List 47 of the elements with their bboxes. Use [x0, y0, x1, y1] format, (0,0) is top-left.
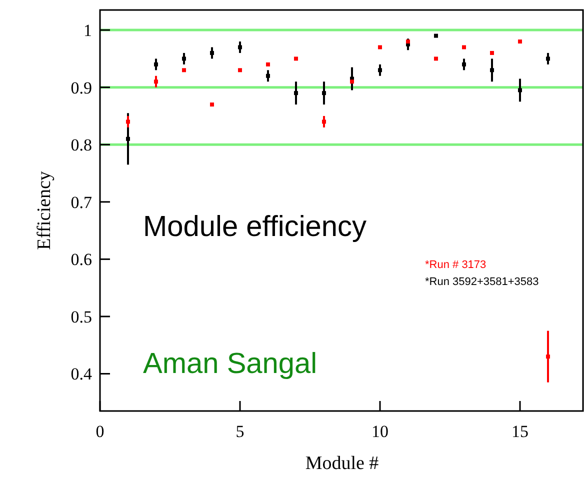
x-axis-title: Module #	[305, 453, 380, 474]
point	[238, 45, 242, 50]
point	[378, 45, 382, 50]
annotation: Aman Sangal	[143, 348, 318, 380]
point	[434, 56, 438, 61]
point	[490, 68, 494, 72]
point	[182, 56, 186, 61]
point	[126, 120, 130, 124]
y-tick-label: 0.8	[70, 136, 92, 155]
point	[462, 45, 466, 50]
point	[378, 68, 382, 72]
y-tick-label: 0.7	[70, 192, 92, 212]
point	[266, 62, 270, 66]
point	[518, 40, 522, 44]
point	[462, 62, 466, 66]
point	[266, 74, 270, 78]
y-tick-label: 0.6	[70, 250, 92, 270]
y-tick-label: 0.5	[70, 307, 92, 326]
y-tick-label: 0.4	[70, 364, 92, 384]
point	[518, 88, 522, 92]
point	[546, 56, 550, 61]
point	[546, 354, 550, 359]
text: *Run # 3173	[425, 259, 486, 271]
point	[322, 91, 326, 96]
point	[210, 50, 214, 55]
text: *Run 3592+3581+3583	[425, 276, 539, 288]
point	[490, 50, 494, 55]
point	[294, 91, 298, 96]
point	[350, 80, 354, 84]
y-tick-label: 0.9	[70, 78, 92, 98]
point	[322, 120, 326, 124]
y-tick-label: 1	[84, 21, 92, 40]
x-tick-label: 0	[96, 422, 104, 441]
point	[154, 62, 158, 66]
point	[434, 34, 438, 38]
point	[154, 80, 158, 84]
point	[182, 68, 186, 72]
x-tick-label: 15	[512, 422, 528, 441]
y-axis-title: Efficiency	[34, 170, 55, 250]
point	[294, 56, 298, 61]
x-tick-label: 5	[236, 422, 244, 441]
point	[126, 136, 130, 141]
point	[210, 102, 214, 107]
point	[406, 40, 410, 44]
x-tick-label: 10	[372, 422, 388, 441]
point	[238, 68, 242, 72]
annotation: Module efficiency	[143, 211, 368, 243]
